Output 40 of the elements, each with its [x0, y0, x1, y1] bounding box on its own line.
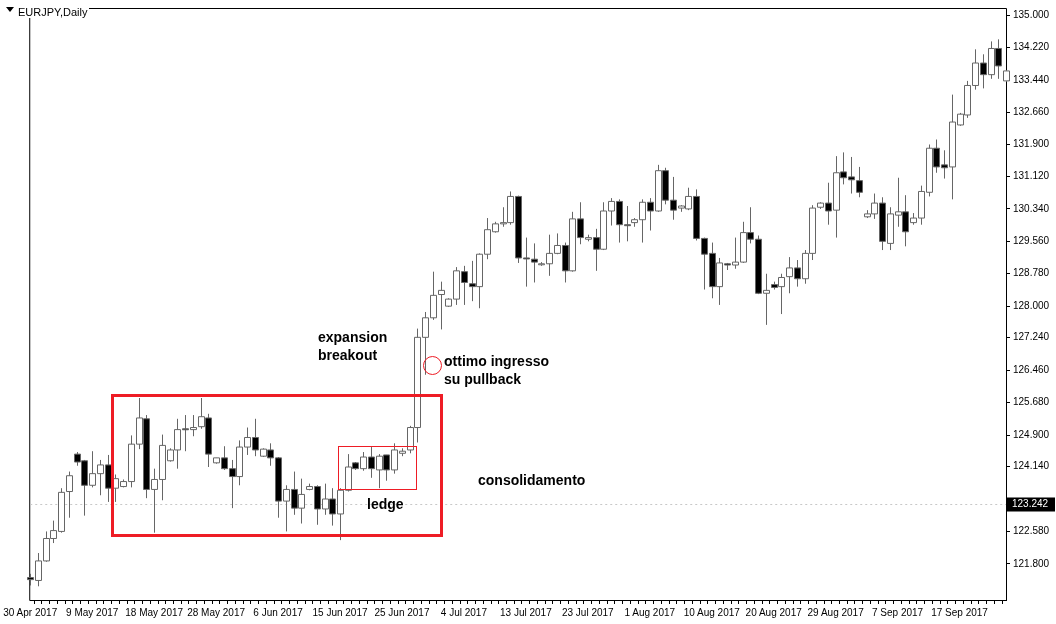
x-tick-label: 15 Jun 2017 — [312, 606, 368, 618]
x-tick-label: 10 Aug 2017 — [683, 606, 741, 618]
y-tick-label: 132.660 — [1013, 106, 1050, 118]
y-tick-label: 133.440 — [1013, 73, 1050, 85]
y-tick-label: 124.900 — [1013, 428, 1050, 440]
annotation: expansion breakout — [318, 328, 388, 364]
annotation: ledge — [367, 495, 404, 513]
x-tick-label: 20 Aug 2017 — [745, 606, 803, 618]
y-tick-label: 124.140 — [1013, 460, 1050, 472]
y-tick-label: 130.340 — [1013, 202, 1050, 214]
x-tick-label: 13 Jul 2017 — [500, 606, 553, 618]
chart-title: EURJPY,Daily — [17, 6, 89, 18]
annotation: consolidamento — [478, 471, 586, 489]
x-tick-label: 7 Sep 2017 — [872, 606, 924, 618]
y-tick-label: 122.580 — [1013, 525, 1050, 537]
y-tick-label: 134.220 — [1013, 41, 1050, 53]
y-tick-label: 128.780 — [1013, 267, 1050, 279]
y-tick-label: 127.240 — [1013, 331, 1050, 343]
annotation: ottimo ingresso su pullback — [444, 352, 550, 388]
y-tick-label: 121.800 — [1013, 557, 1050, 569]
x-tick-label: 4 Jul 2017 — [440, 606, 488, 618]
ref-line-label: 123.242 — [1012, 498, 1049, 510]
y-tick-label: 128.000 — [1013, 299, 1050, 311]
candlestick — [856, 166, 863, 198]
x-tick-label: 30 Apr 2017 — [3, 606, 58, 618]
y-tick-label: 125.680 — [1013, 396, 1050, 408]
x-tick-label: 28 May 2017 — [187, 606, 246, 618]
x-tick-label: 25 Jun 2017 — [374, 606, 430, 618]
x-tick-label: 18 May 2017 — [125, 606, 184, 618]
x-tick-label: 1 Aug 2017 — [624, 606, 676, 618]
y-tick-label: 126.460 — [1013, 363, 1050, 375]
y-tick-label: 131.120 — [1013, 170, 1050, 182]
x-tick-label: 6 Jun 2017 — [253, 606, 304, 618]
x-tick-label: 23 Jul 2017 — [561, 606, 615, 618]
x-tick-label: 29 Aug 2017 — [807, 606, 865, 618]
y-tick-label: 131.900 — [1013, 137, 1050, 149]
x-tick-label: 9 May 2017 — [66, 606, 119, 618]
y-tick-label: 135.000 — [1013, 8, 1050, 20]
y-tick-label: 129.560 — [1013, 235, 1050, 247]
x-tick-label: 17 Sep 2017 — [931, 606, 989, 618]
